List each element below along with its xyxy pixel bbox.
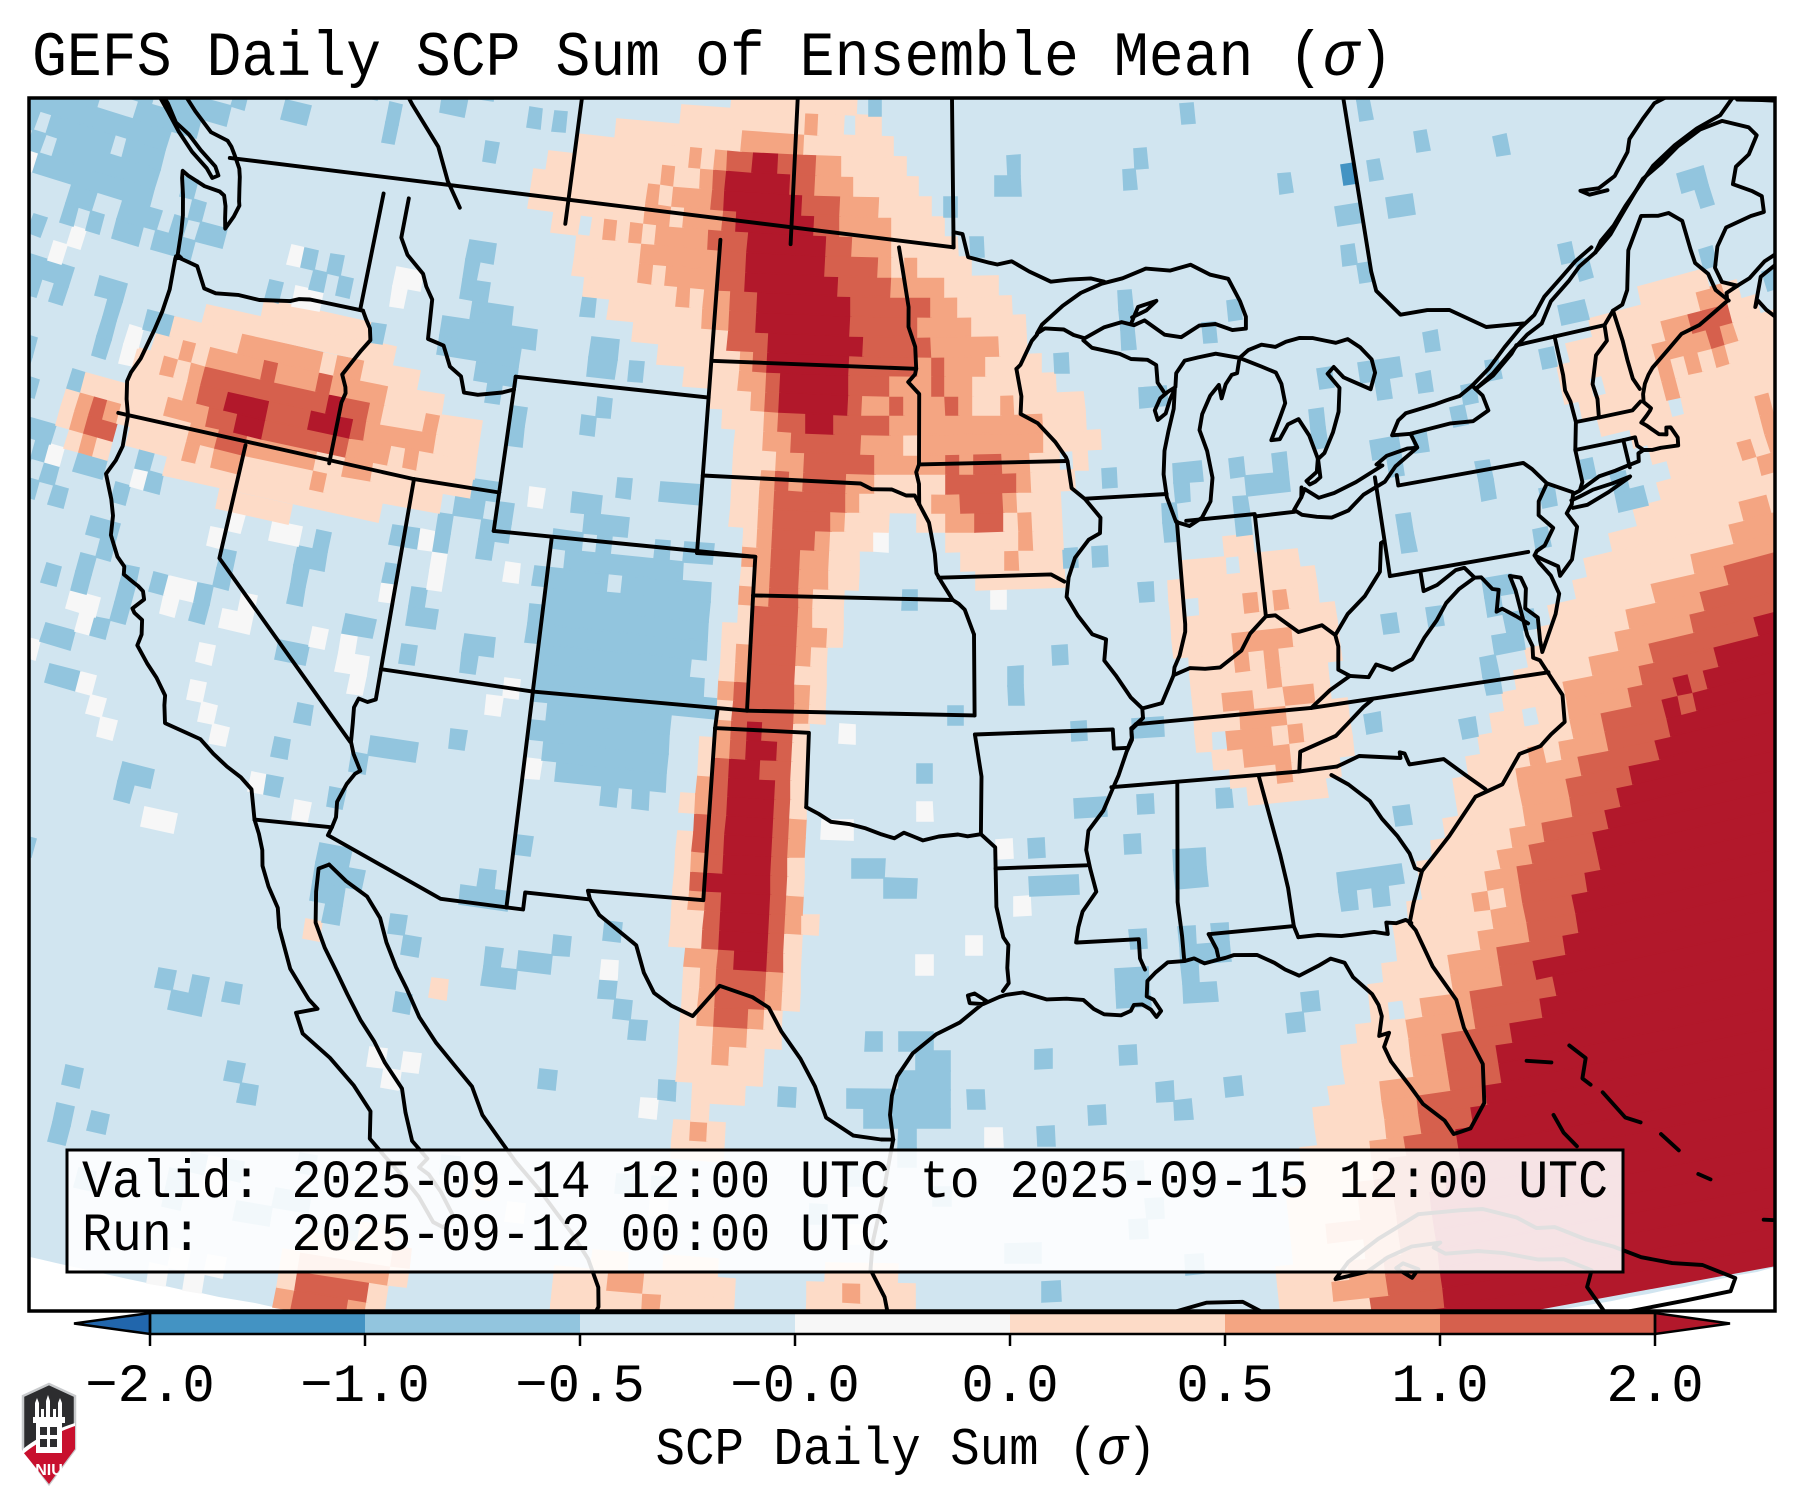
svg-text:0.5: 0.5 — [1176, 1357, 1273, 1418]
svg-text:NIU: NIU — [35, 1462, 63, 1479]
svg-text:2.0: 2.0 — [1606, 1357, 1703, 1418]
svg-text:0.0: 0.0 — [961, 1357, 1058, 1418]
svg-text:−0.0: −0.0 — [730, 1357, 860, 1418]
svg-text:GEFS Daily SCP Sum of Ensemble: GEFS Daily SCP Sum of Ensemble Mean (σ) — [32, 23, 1393, 94]
svg-text:SCP Daily Sum (σ): SCP Daily Sum (σ) — [656, 1420, 1157, 1480]
svg-text:Run: 2025-09-12 00:00 UTC: Run: 2025-09-12 00:00 UTC — [82, 1206, 890, 1267]
svg-text:−0.5: −0.5 — [515, 1357, 645, 1418]
svg-text:−2.0: −2.0 — [85, 1357, 215, 1418]
svg-text:1.0: 1.0 — [1391, 1357, 1488, 1418]
svg-text:Valid: 2025-09-14 12:00 UTC to: Valid: 2025-09-14 12:00 UTC to 2025-09-1… — [82, 1153, 1608, 1214]
svg-text:−1.0: −1.0 — [300, 1357, 430, 1418]
